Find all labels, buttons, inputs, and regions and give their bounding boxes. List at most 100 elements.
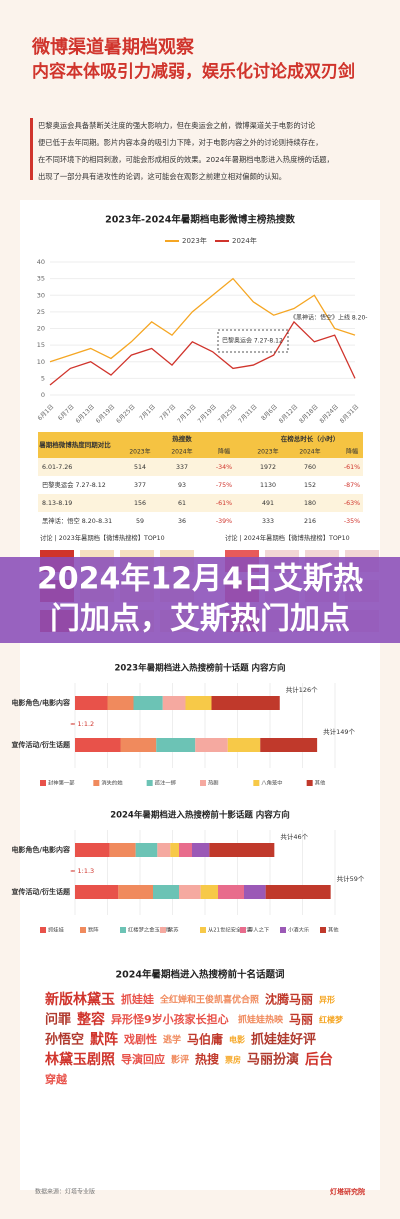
bar-segment: [209, 843, 275, 857]
row-label: 电影角色/电影内容: [11, 845, 70, 854]
cloud-word: 异形: [319, 995, 335, 1005]
bar-segment: [200, 885, 218, 899]
y-tick-label: 40: [37, 258, 45, 266]
line-series: [49, 320, 356, 386]
table-cell: -35%: [344, 518, 360, 525]
cloud-word: 抓娃娃: [121, 992, 154, 1006]
chart-title: 2023年-2024年暑期档电影微博主榜热搜数: [105, 214, 295, 226]
cloud-word: 沈腾马丽: [265, 992, 313, 1007]
bar-segment: [120, 738, 157, 752]
table-group: 热搜数: [172, 434, 192, 443]
accent-bar: [30, 118, 33, 180]
bar-segment: [156, 738, 196, 752]
table-subheader: 2023年: [129, 448, 150, 456]
bar-segment: [218, 885, 244, 899]
annotation: 巴黎奥运会 7.27-8.12: [222, 337, 283, 345]
legend-label: 孤注一掷: [155, 779, 177, 787]
cloud-word: 导演回应: [121, 1052, 165, 1066]
bar-segment: [75, 696, 108, 710]
chart-title: 2024年暑期档进入热搜榜前十影话题 内容方向: [110, 810, 290, 821]
legend-swatch: [93, 780, 100, 786]
table-cell: 黑神话：悟空 8.20-8.31: [42, 516, 112, 525]
legend-label: 从21世纪安全撤离: [208, 926, 252, 934]
cloud-word: 后台: [305, 1051, 333, 1068]
legend-label: 消失的她: [101, 779, 123, 787]
legend-swatch: [240, 927, 246, 933]
y-tick-label: 5: [41, 374, 45, 382]
intro-line: 出现了一部分具有进攻性的论调，这可能会在观影之前建立相对偏颇的认知。: [38, 172, 286, 181]
legend-swatch: [80, 927, 86, 933]
cloud-word: 热搜: [195, 1052, 220, 1067]
table-cell: 491: [262, 500, 274, 507]
title-line: 内容本体吸引力减弱，娱乐化讨论成双刃剑: [32, 61, 355, 82]
table-cell: 216: [304, 518, 316, 525]
cloud-word: 新版林黛玉: [45, 991, 115, 1008]
ratio: ≈ 1:1.2: [70, 720, 94, 728]
y-tick-label: 10: [37, 358, 45, 366]
bar-segment: [244, 885, 266, 899]
chart-title: 2024年暑期档进入热搜榜前十名话题词: [116, 969, 285, 981]
cloud-word: 异形怪9岁小孩家长担心: [111, 1012, 229, 1026]
y-tick-label: 20: [37, 325, 45, 333]
table-cell: -75%: [216, 482, 232, 489]
legend-swatch: [306, 780, 313, 786]
bar-segment: [170, 843, 179, 857]
line-series: [49, 277, 356, 363]
table-subheader: 2023年: [257, 448, 278, 456]
cloud-word: 问罪: [45, 1012, 71, 1028]
table-cell: 152: [304, 482, 316, 489]
y-tick-label: 0: [41, 391, 45, 399]
cloud-word: 票房: [224, 1055, 241, 1065]
legend-label: 小酒大乐: [288, 926, 310, 934]
top10-heading: 讨论 | 2024年暑期档【微博热搜榜】TOP10: [225, 533, 350, 542]
legend-label: 热剧: [208, 779, 219, 787]
cloud-word: 马丽: [289, 1013, 313, 1027]
table-cell: 1972: [260, 464, 276, 471]
table-subheader: 2024年: [299, 448, 320, 456]
table-cell: -61%: [344, 464, 360, 471]
bar-segment: [179, 843, 192, 857]
legend-swatch: [253, 780, 260, 786]
cloud-word: 电影: [229, 1035, 245, 1045]
legend-swatch: [40, 927, 46, 933]
total-label: 共计126个: [286, 685, 318, 694]
table-subheader: 降幅: [346, 448, 358, 456]
banner-line: 2024年12月4日艾斯热: [37, 562, 363, 597]
cloud-word: 穿越: [45, 1072, 68, 1086]
bar-segment: [179, 885, 201, 899]
ratio: ≈ 1:1.3: [70, 867, 94, 875]
bar-segment: [135, 843, 158, 857]
legend-label: 八角笼中: [261, 779, 282, 787]
table-header-bg: [38, 432, 363, 458]
bar-segment: [109, 843, 136, 857]
row-label: 电影角色/电影内容: [11, 698, 70, 707]
cloud-word: 马伯庸: [187, 1032, 223, 1047]
intro-line: 巴黎奥运会具备禁断关注度的强大影响力，但在奥运会之前，微博渠道关于电影的讨论: [38, 121, 316, 130]
legend-label: 2023年: [182, 236, 207, 245]
bar-segment: [75, 843, 110, 857]
footer-brand: 灯塔研究院: [330, 1187, 365, 1196]
bar-segment: [227, 738, 261, 752]
table-cell: 333: [262, 518, 274, 525]
intro-line: 在不同环境下的相同刺激，可能会形成相反的效果。2024年暑期档电影进入热度榜的话…: [38, 155, 334, 164]
y-tick-label: 25: [37, 308, 45, 316]
table-cell: 514: [134, 464, 146, 471]
table-cell: 1130: [260, 482, 276, 489]
cloud-word: 红楼梦: [319, 1015, 344, 1025]
cloud-word: 抓娃娃好评: [251, 1032, 316, 1048]
cloud-word: 孙悟空: [45, 1032, 84, 1048]
table-row-bg: [38, 494, 363, 512]
legend-label: 紫苏: [168, 926, 179, 934]
legend-label: 其他: [315, 779, 326, 787]
table-title: 暑期档微博热度同期对比: [38, 440, 111, 449]
cloud-word: 马丽扮演: [247, 1052, 299, 1068]
bar-segment: [153, 885, 179, 899]
bar-segment: [75, 738, 121, 752]
table-cell: 377: [134, 482, 146, 489]
total-label: 共计149个: [323, 727, 355, 736]
table-cell: -34%: [216, 464, 232, 471]
table-row-bg: [38, 476, 363, 494]
legend-label: 抓娃娃: [48, 926, 65, 934]
